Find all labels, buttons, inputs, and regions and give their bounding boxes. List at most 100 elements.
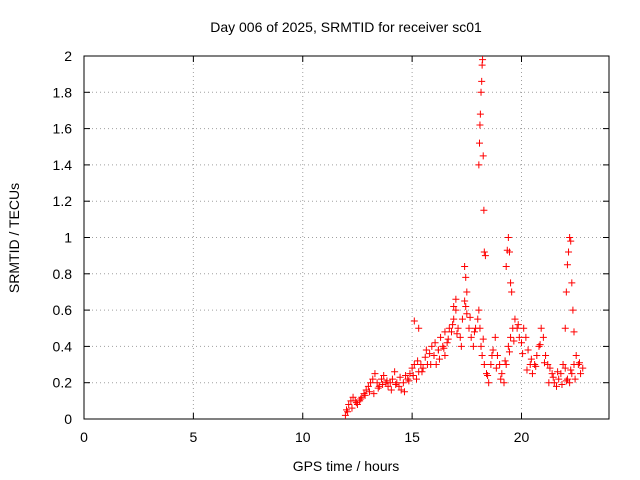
data-point — [400, 388, 408, 396]
data-point — [498, 370, 506, 378]
data-point — [364, 382, 372, 390]
data-point — [379, 381, 387, 389]
data-point — [522, 333, 530, 341]
data-point — [489, 346, 497, 354]
data-point — [418, 368, 426, 376]
data-point — [353, 400, 361, 408]
data-point — [404, 375, 412, 383]
y-axis-label: SRMTID / TECUs — [6, 183, 22, 293]
data-point — [431, 339, 439, 347]
x-tick-label: 10 — [295, 429, 311, 445]
data-point — [349, 393, 357, 401]
data-point — [469, 342, 477, 350]
data-point — [358, 393, 366, 401]
data-point — [406, 370, 414, 378]
data-point — [523, 366, 531, 374]
data-point — [470, 328, 478, 336]
data-point — [461, 263, 469, 271]
plot-frame — [83, 55, 610, 420]
data-point — [365, 388, 373, 396]
data-point — [497, 375, 505, 383]
data-point — [477, 88, 485, 96]
data-point — [483, 370, 490, 378]
data-point — [479, 152, 487, 160]
data-point — [465, 324, 473, 332]
data-point — [343, 406, 350, 414]
data-point — [462, 273, 470, 281]
data-point — [474, 315, 482, 323]
data-point — [575, 359, 583, 367]
y-tick-label: 1.8 — [53, 84, 73, 100]
x-tick-label: 5 — [189, 429, 197, 445]
data-point — [384, 382, 392, 390]
data-point — [413, 375, 420, 383]
data-point — [561, 364, 569, 372]
data-point — [570, 328, 578, 336]
data-point — [369, 375, 377, 383]
data-point — [504, 234, 512, 241]
data-point — [392, 381, 400, 389]
data-point — [513, 324, 521, 332]
y-tick-label: 0 — [64, 411, 72, 427]
data-point — [533, 351, 541, 359]
data-point — [430, 351, 438, 359]
data-point — [357, 395, 365, 403]
data-point — [476, 110, 484, 118]
data-point — [462, 302, 470, 310]
data-point — [511, 315, 519, 323]
data-point — [568, 370, 576, 378]
data-point — [571, 375, 579, 383]
data-point — [454, 324, 462, 332]
data-point — [487, 361, 495, 369]
data-point — [542, 351, 550, 359]
data-point — [463, 310, 471, 318]
data-point — [452, 295, 460, 303]
data-point — [375, 382, 383, 390]
data-point — [393, 379, 401, 387]
data-point — [500, 379, 508, 387]
data-point — [361, 391, 369, 399]
data-point — [410, 361, 418, 369]
data-point — [476, 139, 483, 147]
data-point — [466, 313, 474, 321]
x-tick-label: 20 — [514, 429, 530, 445]
data-point — [341, 411, 349, 419]
data-point — [405, 377, 413, 385]
data-point — [441, 328, 449, 336]
data-point — [439, 342, 447, 350]
data-point — [549, 373, 557, 381]
data-point — [428, 342, 436, 350]
data-point — [532, 362, 540, 370]
data-point — [567, 237, 575, 245]
data-point — [360, 390, 368, 398]
data-point — [491, 333, 499, 341]
data-point — [479, 56, 487, 64]
data-point — [480, 206, 488, 214]
data-point — [397, 386, 405, 394]
data-point — [545, 379, 553, 387]
data-point — [548, 370, 556, 378]
data-point — [481, 252, 489, 260]
y-tick-label: 1.6 — [53, 121, 73, 137]
data-point — [566, 379, 574, 387]
y-tick-label: 0.6 — [53, 302, 73, 318]
data-point — [409, 371, 417, 379]
data-point — [502, 263, 510, 271]
data-point — [492, 364, 500, 372]
y-tick-label: 1.4 — [53, 157, 73, 173]
data-point — [480, 248, 488, 256]
data-point — [391, 368, 399, 376]
data-point — [505, 348, 513, 356]
data-point — [478, 351, 486, 359]
data-point — [502, 361, 510, 369]
data-point — [520, 324, 528, 332]
data-point — [373, 379, 381, 387]
grid-lines — [84, 56, 609, 419]
data-point — [561, 324, 569, 332]
data-point — [463, 288, 471, 296]
data-point — [362, 386, 370, 394]
data-point — [519, 350, 527, 358]
data-point — [537, 324, 545, 332]
data-point — [563, 375, 571, 383]
data-point — [445, 324, 453, 332]
